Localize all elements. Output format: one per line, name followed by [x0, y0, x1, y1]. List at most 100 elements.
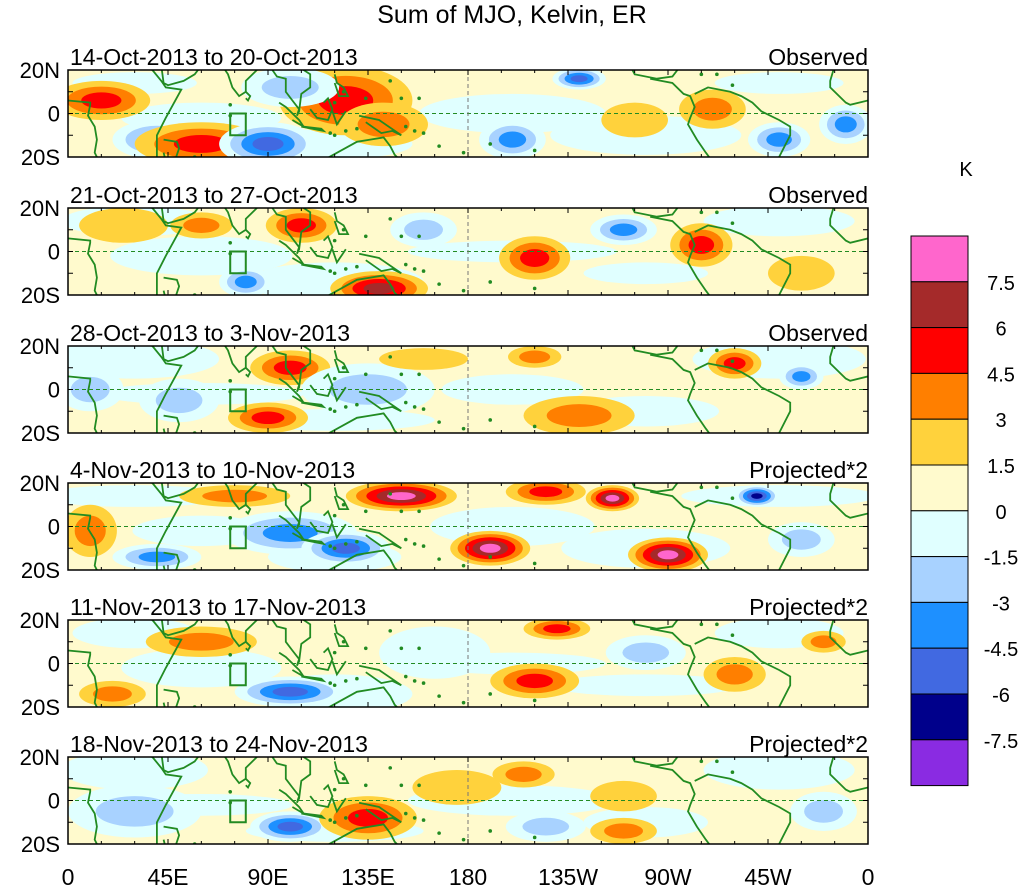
island — [343, 129, 348, 133]
anomaly-contour — [404, 219, 443, 240]
colorbar-label: -4.5 — [984, 639, 1018, 661]
island — [461, 837, 466, 842]
island — [715, 485, 719, 490]
island — [399, 509, 404, 514]
coastline — [271, 346, 312, 393]
island — [421, 131, 426, 135]
anomaly-contour — [262, 524, 318, 542]
coastline — [327, 549, 399, 570]
coastline — [271, 620, 312, 667]
coastline — [160, 208, 200, 225]
anomaly-contour — [546, 404, 612, 428]
island — [688, 66, 692, 70]
coastline — [68, 620, 183, 707]
coastline — [631, 757, 679, 767]
island — [363, 234, 368, 239]
coastline — [245, 367, 252, 378]
panel-type: Observed — [768, 320, 868, 346]
panel-type: Projected*2 — [749, 457, 868, 483]
coastline — [223, 620, 259, 648]
coastline — [358, 114, 402, 137]
anomaly-background-patch — [703, 757, 855, 790]
coastline — [358, 390, 402, 413]
coastline — [829, 757, 868, 793]
coastline — [631, 70, 679, 80]
anomaly-contour — [81, 92, 122, 109]
coastlines — [68, 346, 868, 433]
island — [355, 126, 359, 131]
island — [388, 355, 393, 359]
coastlines — [68, 479, 868, 570]
coastlines — [68, 757, 868, 844]
anomaly-contour — [516, 673, 553, 689]
island — [228, 653, 233, 657]
island — [532, 835, 537, 840]
anomaly-contour — [277, 821, 303, 832]
colorbar: K 7.5 6 4.5 3 1.5 0 -1.5 -3 -4.5 -6 -7.5 — [910, 159, 1018, 787]
island — [228, 103, 233, 107]
anomaly-contour — [529, 486, 563, 498]
island — [532, 148, 537, 153]
anomaly-contour — [792, 371, 811, 382]
coastline — [331, 386, 347, 403]
anomaly-contour — [251, 411, 285, 425]
coastline — [358, 801, 402, 824]
coastline — [650, 490, 711, 570]
anomaly-contour — [810, 635, 837, 649]
island — [688, 479, 692, 483]
anomaly-background-patch — [703, 208, 855, 237]
coastline — [333, 487, 350, 511]
island — [403, 811, 408, 816]
anomaly-contour — [261, 75, 319, 99]
coastline — [694, 362, 792, 433]
coastline — [162, 138, 181, 157]
island — [399, 646, 404, 651]
island — [332, 409, 337, 414]
colorbar-swatch — [910, 235, 969, 283]
coastline — [245, 91, 252, 103]
island — [730, 496, 735, 501]
panel-period: 11-Nov-2013 to 17-Nov-2013 — [70, 594, 366, 620]
island — [699, 622, 704, 627]
island — [399, 783, 404, 788]
island — [363, 646, 368, 651]
coastline — [694, 86, 792, 157]
coastline — [271, 483, 312, 530]
coastline — [333, 212, 350, 236]
coastline — [358, 527, 402, 550]
coastline — [301, 263, 327, 271]
longitude-label: 180 — [449, 864, 487, 889]
island — [699, 348, 704, 353]
colorbar-swatch — [910, 510, 969, 558]
coastline — [160, 483, 200, 500]
colorbar-units: K — [959, 159, 973, 181]
island — [332, 100, 337, 105]
coastline — [278, 788, 305, 815]
coastline — [245, 504, 252, 516]
anomaly-contour — [272, 686, 308, 697]
island — [332, 787, 337, 792]
island — [461, 563, 466, 568]
anomaly-background-patch — [110, 236, 293, 276]
anomaly-contour — [183, 217, 220, 234]
island — [403, 400, 408, 405]
map-panel-3: 20N 0 20S 28-Oct-2013 to 3-Nov-2013 Observed — [20, 320, 869, 446]
latitude-label: 20S — [21, 283, 60, 308]
coastline — [309, 509, 334, 535]
island — [341, 365, 346, 370]
coastline — [301, 538, 327, 546]
island — [417, 96, 421, 101]
island — [417, 372, 421, 377]
island — [341, 227, 346, 232]
island — [417, 783, 421, 788]
coastline — [68, 757, 183, 844]
island — [363, 509, 368, 514]
coastline — [162, 825, 181, 844]
coastline — [245, 229, 252, 240]
island — [699, 485, 704, 490]
colorbar-swatch — [910, 693, 969, 741]
island — [488, 555, 493, 559]
map-panel-2: 20N 0 20S 21-Oct-2013 to 27-Oct-2013 Observe… — [20, 182, 869, 308]
anomaly-contour — [93, 686, 132, 702]
island — [437, 282, 441, 286]
